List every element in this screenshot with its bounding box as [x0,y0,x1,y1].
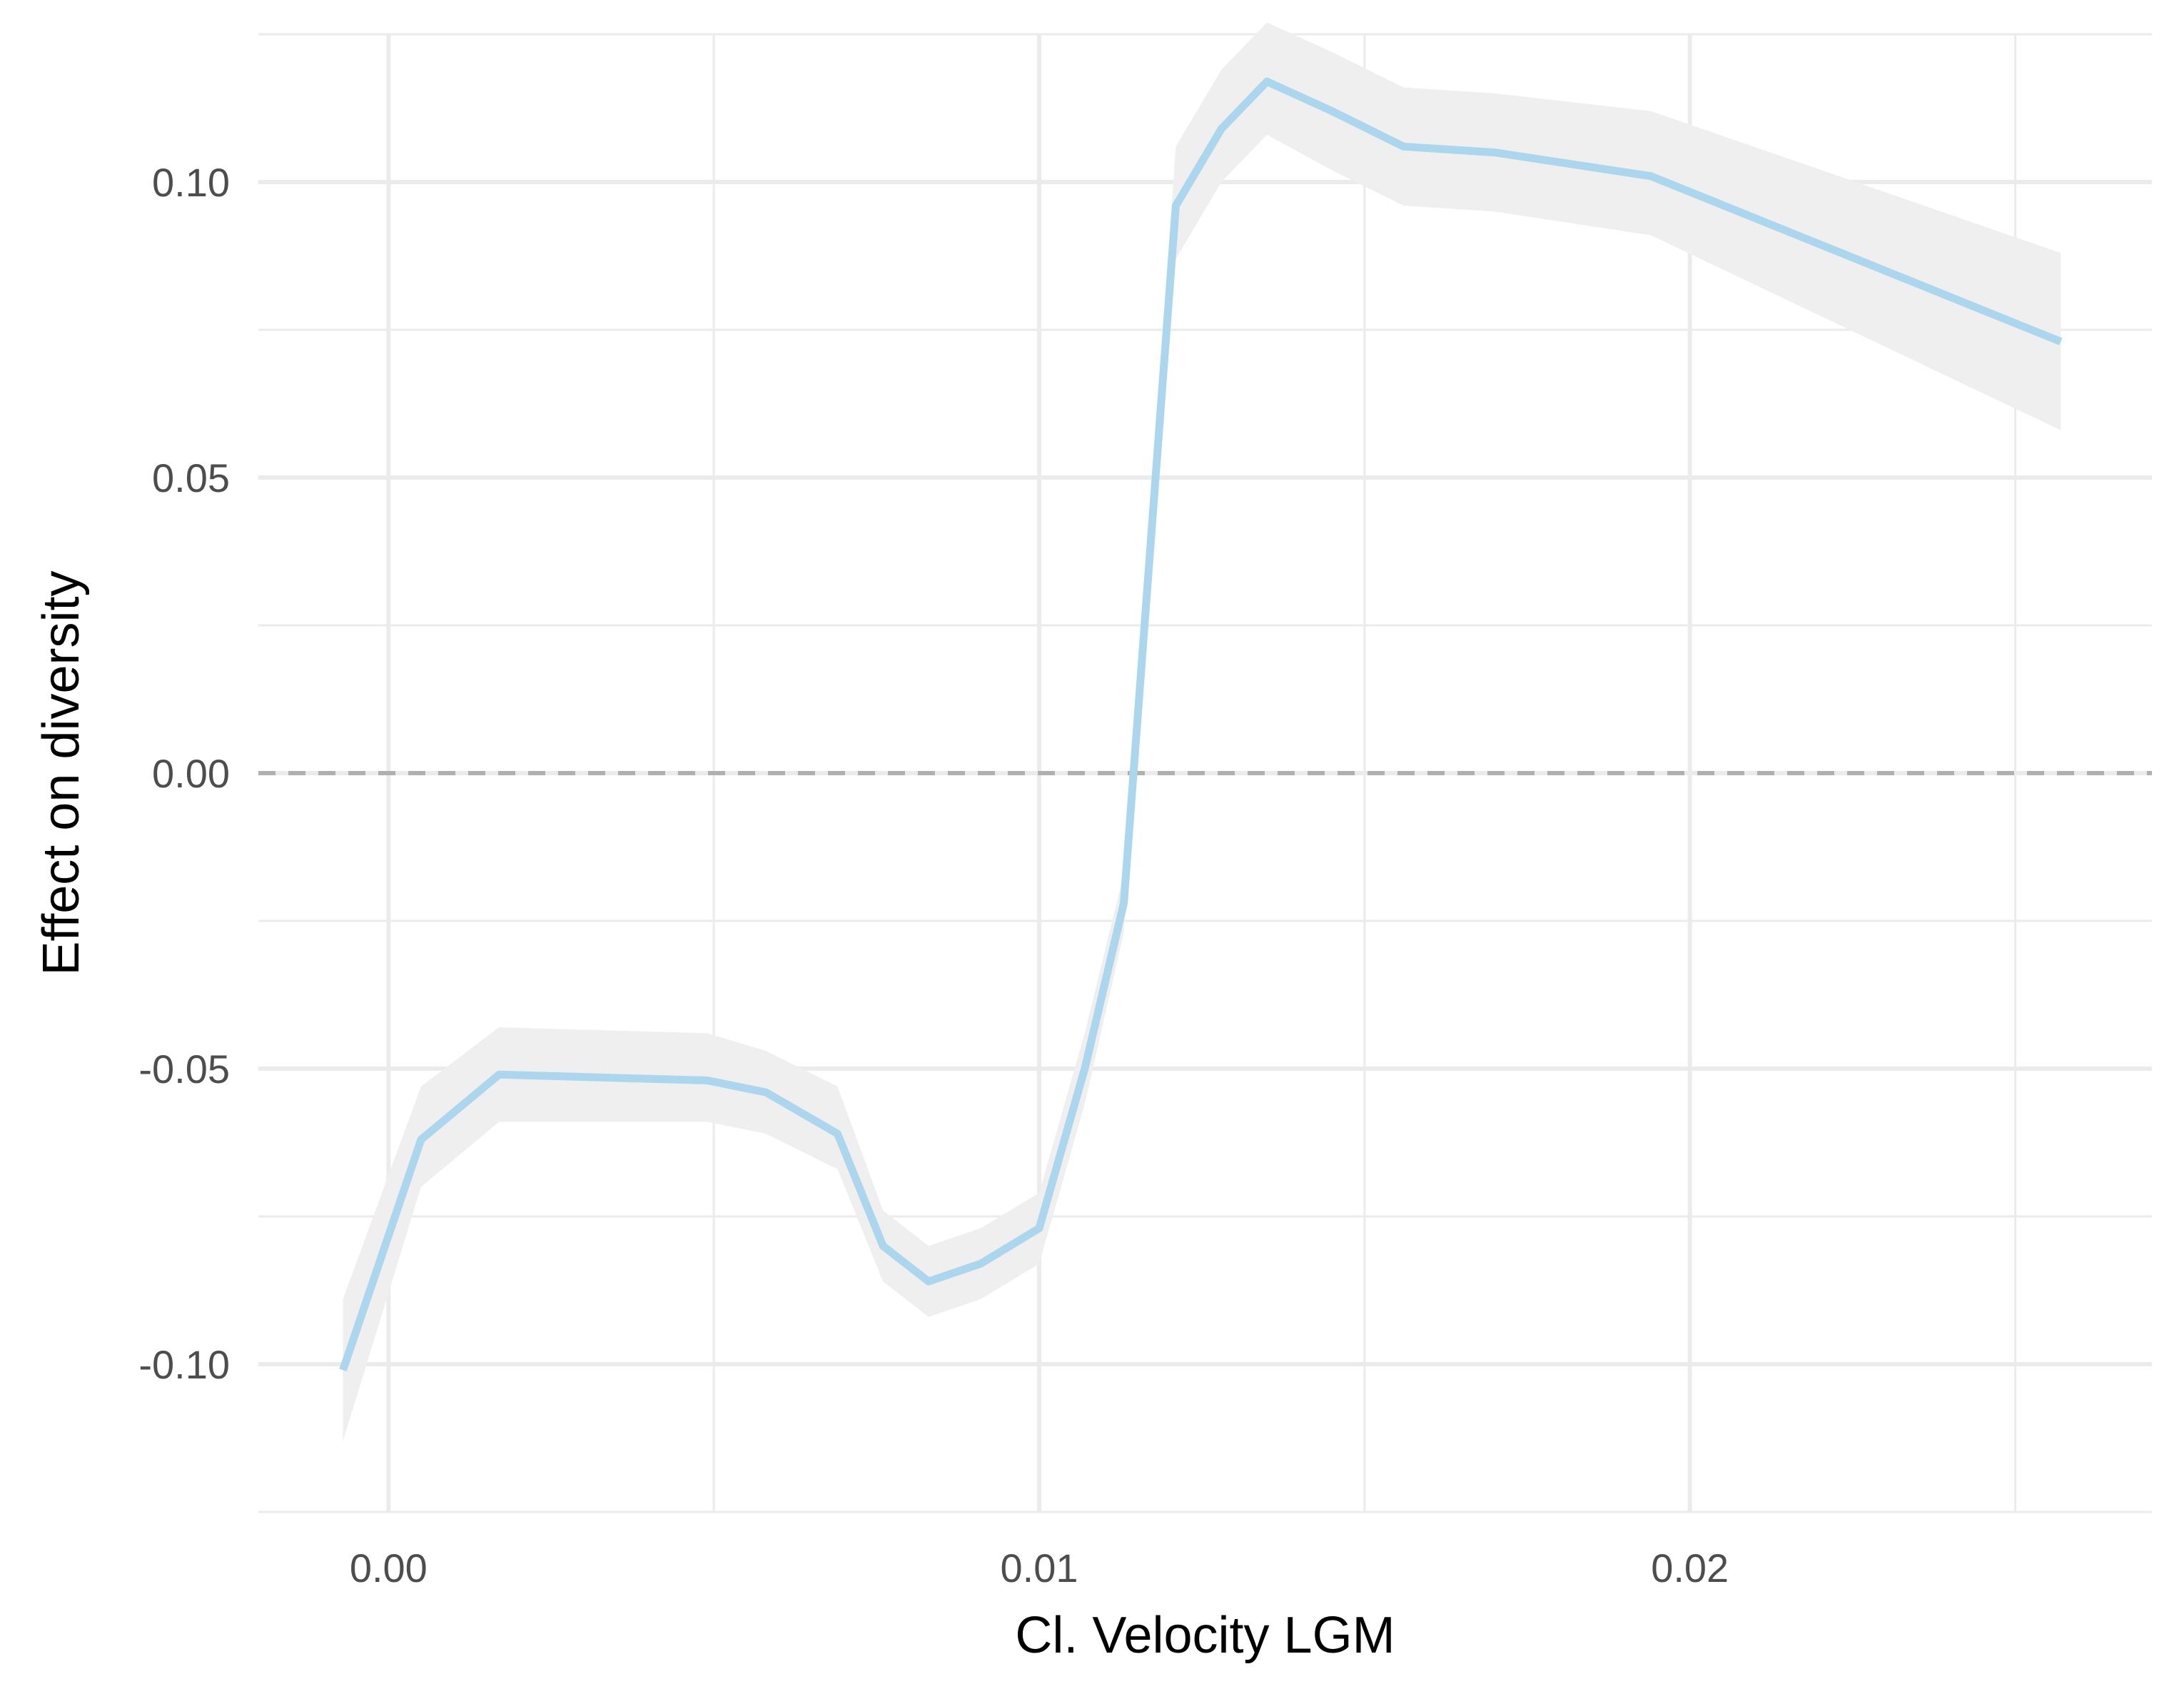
y-tick-label: -0.10 [138,1342,230,1387]
y-axis-title: Effect on diversity [33,571,90,976]
y-axis-tick-labels: -0.10 -0.05 0.00 0.05 0.10 [138,160,230,1387]
x-axis-tick-labels: 0.00 0.01 0.02 [350,1546,1729,1590]
x-tick-label: 0.01 [1001,1546,1078,1590]
y-tick-label: 0.05 [152,455,230,500]
y-tick-label: -0.05 [138,1047,230,1092]
effect-lines [339,77,2063,1372]
x-tick-label: 0.00 [350,1546,428,1590]
x-tick-label: 0.02 [1651,1546,1729,1590]
effect-line [339,77,2063,1372]
confidence-band [343,22,2061,1441]
y-tick-label: 0.00 [152,751,230,796]
confidence-bands [343,22,2061,1441]
y-tick-label: 0.10 [152,160,230,205]
x-axis-title: Cl. Velocity LGM [1015,1607,1395,1664]
